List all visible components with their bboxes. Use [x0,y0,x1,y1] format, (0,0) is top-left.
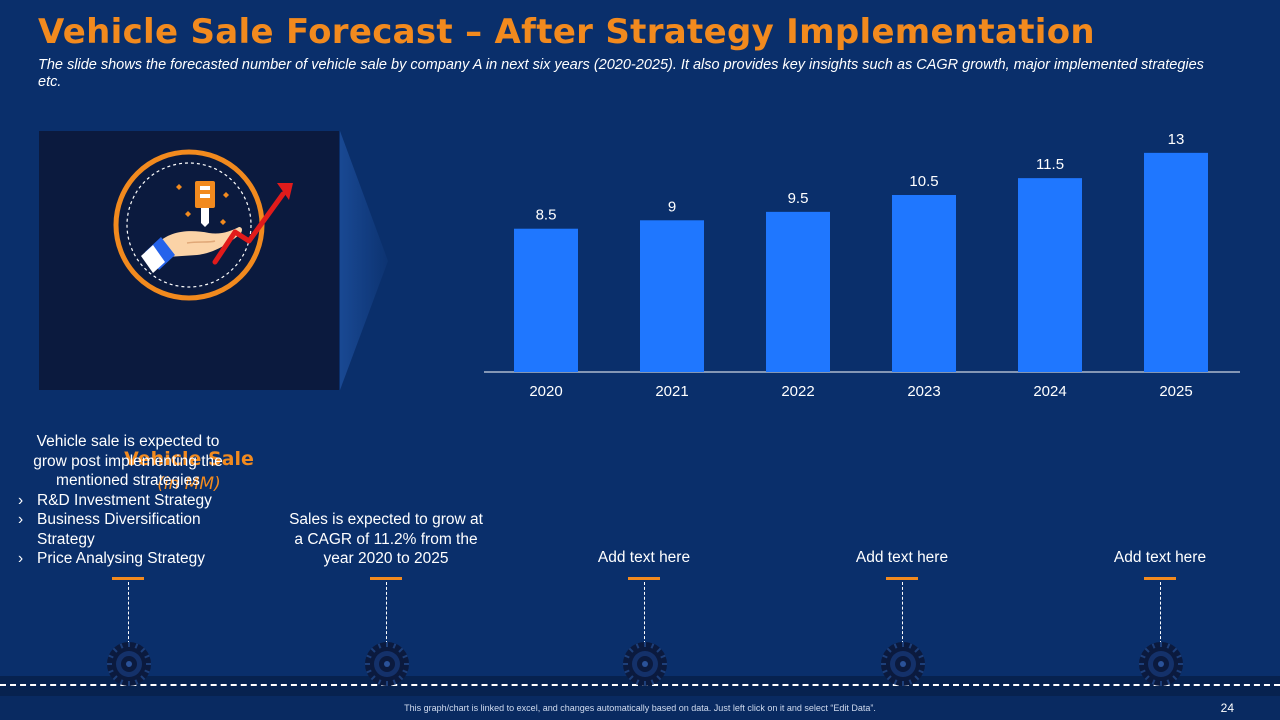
footer-bar [0,696,1280,720]
vehicle-sale-label: Vehicle Sale [124,448,254,470]
connector-line [902,582,903,644]
connector-line [128,582,129,644]
vehicle-sale-bar-chart: 8.5 2020 9 2021 9.5 2022 10.5 2023 11.5 2024 13 202… [484,131,1240,400]
vehicle-sale-icon-box: Vehicle Sale (in MM) [39,131,339,494]
orange-marker [886,577,918,580]
data-label-2022: 9.5 [788,190,809,207]
x-tick-label-2020: 2020 [529,383,562,400]
x-tick-label-2023: 2023 [907,383,940,400]
road [0,676,1280,696]
vehicle-sale-unit: (in MM) [157,474,221,494]
orange-marker [1144,577,1176,580]
bar-2021 [640,220,704,372]
orange-marker [370,577,402,580]
page-number: 24 [1220,701,1234,715]
data-label-2021: 9 [668,198,676,215]
data-label-2024: 11.5 [1036,156,1064,173]
add-text-note-1: Add text here [597,549,691,566]
bar-2023 [892,195,956,372]
slide-title: Vehicle Sale Forecast – After Strategy I… [38,12,1095,52]
strategy-item: › Business Diversification Strategy [18,511,201,548]
bar-2020 [514,228,578,372]
strategy-item: › R&D Investment Strategy [18,491,212,509]
footer-note: This graph/chart is linked to excel, and… [404,703,876,713]
slide-subtitle: The slide shows the forecasted number of… [38,57,1204,90]
pointer-wedge [340,131,388,390]
x-tick-label-2021: 2021 [655,383,688,400]
bar-2022 [766,211,830,372]
bullet-chevron-icon: › [18,491,24,509]
x-tick-label-2024: 2024 [1033,383,1066,400]
orange-marker [112,577,144,580]
data-label-2020: 8.5 [536,207,557,224]
bar-2025 [1144,152,1208,372]
tire-icon [107,642,151,686]
cagr-note: Sales is expected to grow at a CAGR of 1… [289,511,483,567]
connector-line [644,582,645,644]
strategies-note: Vehicle sale is expected to grow post im… [18,432,238,569]
tire-icon [881,642,925,686]
orange-marker [628,577,660,580]
tire-icon [365,642,409,686]
bar-2024 [1018,178,1082,372]
x-tick-label-2025: 2025 [1159,383,1192,400]
x-tick-label-2022: 2022 [781,383,814,400]
connector-line [1160,582,1161,644]
data-label-2025: 13 [1168,131,1185,148]
hand-key-growth-icon [113,149,293,301]
strategies-list: › R&D Investment Strategy › Business Diver… [18,491,238,569]
add-text-note-2: Add text here [855,549,949,566]
bullet-chevron-icon: › [18,511,24,528]
strategies-intro: Vehicle sale is expected to grow post im… [33,433,223,489]
strategy-item: › Price Analysing Strategy [18,550,206,567]
data-label-2023: 10.5 [909,173,938,190]
bullet-chevron-icon: › [18,550,24,567]
add-text-note-3: Add text here [1113,549,1207,566]
connector-line [386,582,387,644]
tire-icon [1139,642,1183,686]
tire-icon [623,642,667,686]
